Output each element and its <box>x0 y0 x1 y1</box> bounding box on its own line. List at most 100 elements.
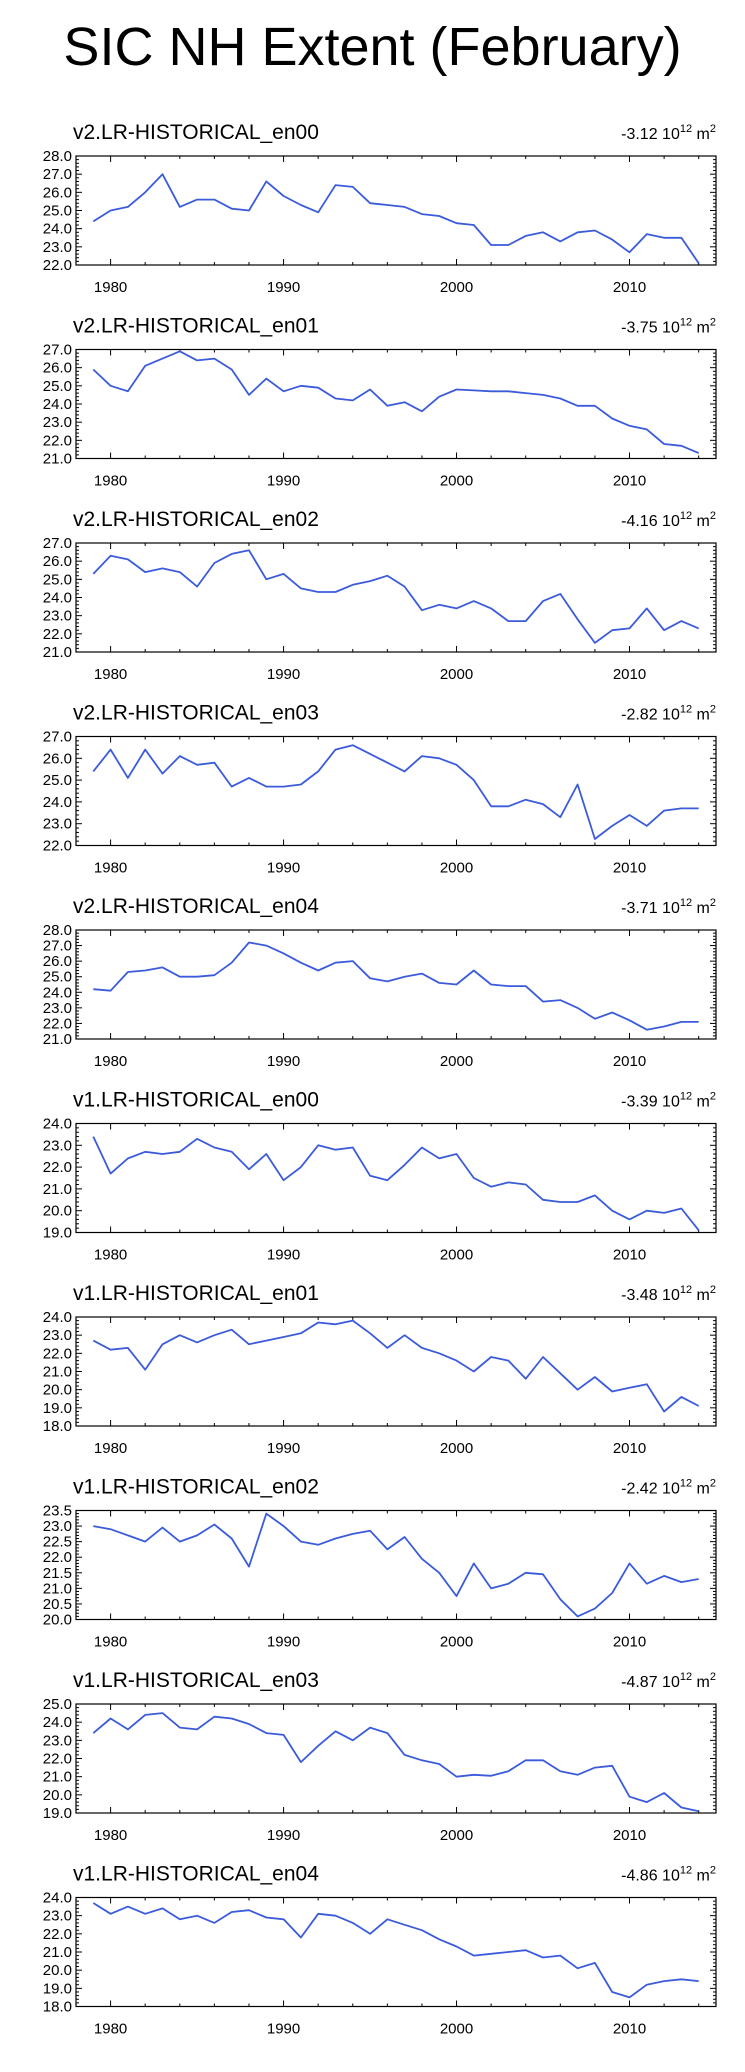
trend-label: -3.48 1012 m2 <box>621 1284 716 1304</box>
trend-unit: m <box>692 513 710 530</box>
y-tick-label: 22.5 <box>43 1534 72 1551</box>
x-tick-label: 2010 <box>613 1053 646 1070</box>
trend-exponent: 12 <box>680 1091 692 1103</box>
panel-title: v2.LR-HISTORICAL_en04 <box>73 895 319 918</box>
trend-unit: m <box>692 320 710 337</box>
y-tick-label: 23.0 <box>43 1908 72 1925</box>
trend-value: -3.39 <box>621 1094 662 1111</box>
y-tick-label: 21.0 <box>43 451 72 468</box>
trend-label: -3.12 1012 m2 <box>621 123 716 143</box>
y-tick-label: 23.0 <box>43 816 72 833</box>
panel-2: v2.LR-HISTORICAL_en02 -4.16 1012 m221.022… <box>43 508 717 683</box>
y-tick-label: 23.5 <box>43 1503 72 1520</box>
y-tick-label: 24.0 <box>43 1116 72 1133</box>
series-line <box>92 1319 700 1413</box>
trend-label: -3.39 1012 m2 <box>621 1091 716 1111</box>
plot-frame <box>75 735 717 847</box>
trend-exponent: 12 <box>680 123 692 135</box>
x-tick-label: 1990 <box>267 279 300 296</box>
trend-exponent: 12 <box>680 1671 692 1683</box>
trend-exponent: 12 <box>680 1478 692 1490</box>
x-tick-label: 2010 <box>613 1247 646 1264</box>
plot-frame <box>75 155 717 266</box>
trend-value: -4.16 <box>621 513 662 530</box>
y-tick-label: 22.0 <box>43 1345 72 1362</box>
y-tick-label: 26.0 <box>43 553 72 570</box>
x-tick-label: 2000 <box>440 860 473 877</box>
trend-unit-exponent: 2 <box>710 1284 716 1296</box>
plot-frame <box>75 542 717 653</box>
y-tick-label: 27.0 <box>43 166 72 183</box>
x-tick-label: 1990 <box>267 1247 300 1264</box>
panel-7: v1.LR-HISTORICAL_en02 -2.42 1012 m220.020… <box>43 1476 717 1651</box>
y-tick-label: 23.0 <box>43 1518 72 1535</box>
y-tick-label: 19.0 <box>43 1805 72 1822</box>
trend-unit: m <box>692 1287 710 1304</box>
y-tick-label: 27.0 <box>43 729 72 746</box>
trend-unit-base: 10 <box>662 320 680 337</box>
series-line <box>92 173 700 264</box>
y-tick-label: 19.0 <box>43 1400 72 1417</box>
y-tick-label: 24.0 <box>43 590 72 607</box>
x-tick-label: 1980 <box>94 1827 127 1844</box>
trend-exponent: 12 <box>680 317 692 329</box>
x-tick-label: 2000 <box>440 473 473 490</box>
y-tick-label: 19.0 <box>43 1980 72 1997</box>
y-tick-label: 26.0 <box>43 953 72 970</box>
y-tick-label: 23.0 <box>43 608 72 625</box>
trend-label: -2.82 1012 m2 <box>621 704 716 724</box>
y-tick-label: 22.0 <box>43 1015 72 1032</box>
x-tick-label: 2010 <box>613 473 646 490</box>
panel-title: v1.LR-HISTORICAL_en00 <box>73 1089 319 1112</box>
trend-unit-exponent: 2 <box>710 123 716 135</box>
plot-frame <box>75 1509 717 1621</box>
x-tick-label: 1980 <box>94 1247 127 1264</box>
x-tick-label: 1980 <box>94 279 127 296</box>
trend-value: -2.82 <box>621 707 662 724</box>
trend-value: -2.42 <box>621 1481 662 1498</box>
series-line <box>92 1902 699 1999</box>
y-tick-label: 27.0 <box>43 342 72 359</box>
figure-title: SIC NH Extent (February) <box>63 17 682 77</box>
trend-unit-exponent: 2 <box>710 1478 716 1490</box>
y-tick-label: 23.0 <box>43 1732 72 1749</box>
y-tick-label: 22.0 <box>43 1159 72 1176</box>
x-tick-label: 2000 <box>440 1053 473 1070</box>
y-tick-label: 21.0 <box>43 1944 72 1961</box>
trend-unit-base: 10 <box>662 900 680 917</box>
trend-value: -3.48 <box>621 1287 662 1304</box>
x-tick-label: 1990 <box>267 2021 300 2038</box>
y-tick-label: 27.0 <box>43 535 72 552</box>
panel-4: v2.LR-HISTORICAL_en04 -3.71 1012 m221.022… <box>43 895 717 1070</box>
y-tick-label: 24.0 <box>43 1309 72 1326</box>
x-tick-label: 1990 <box>267 860 300 877</box>
y-tick-label: 24.0 <box>43 1714 72 1731</box>
x-tick-label: 2010 <box>613 666 646 683</box>
trend-unit: m <box>692 1094 710 1111</box>
series-line <box>92 549 700 644</box>
x-tick-label: 2000 <box>440 2021 473 2038</box>
x-tick-label: 1990 <box>267 473 300 490</box>
y-tick-label: 20.0 <box>43 1203 72 1220</box>
panel-5: v1.LR-HISTORICAL_en00 -3.39 1012 m2 19.0 20… <box>43 1089 717 1264</box>
y-tick-label: 24.0 <box>43 794 72 811</box>
x-tick-label: 2000 <box>440 279 473 296</box>
trend-value: -4.87 <box>621 1674 662 1691</box>
y-tick-label: 23.0 <box>43 1000 72 1017</box>
x-tick-label: 1990 <box>267 1827 300 1844</box>
y-tick-label: 21.0 <box>43 1181 72 1198</box>
y-tick-label: 26.0 <box>43 184 72 201</box>
x-tick-label: 1990 <box>267 666 300 683</box>
panel-6: v1.LR-HISTORICAL_en01 -3.48 1012 m218.019… <box>43 1282 717 1457</box>
y-tick-label: 23.0 <box>43 1137 72 1154</box>
x-tick-label: 2000 <box>440 1827 473 1844</box>
y-tick-label: 25.0 <box>43 203 72 220</box>
trend-unit-exponent: 2 <box>710 897 716 909</box>
y-tick-label: 21.5 <box>43 1565 72 1582</box>
y-tick-label: 18.0 <box>43 1418 72 1435</box>
trend-exponent: 12 <box>680 1865 692 1877</box>
y-tick-label: 26.0 <box>43 360 72 377</box>
y-tick-label: 25.0 <box>43 378 72 395</box>
y-tick-label: 20.0 <box>43 1382 72 1399</box>
x-tick-label: 1980 <box>94 666 127 683</box>
